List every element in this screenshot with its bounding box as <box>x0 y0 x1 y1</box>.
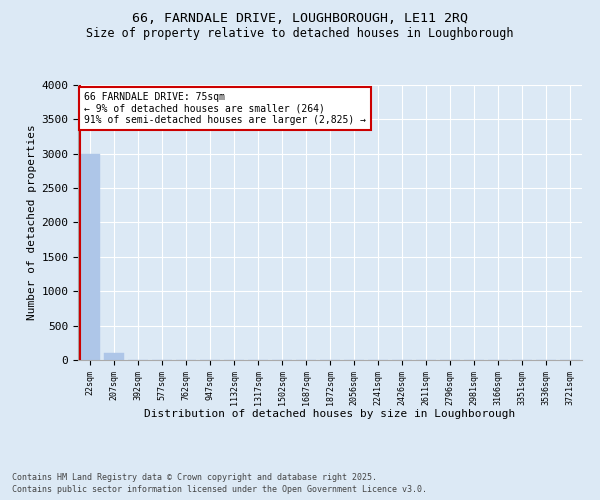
Y-axis label: Number of detached properties: Number of detached properties <box>27 124 37 320</box>
Text: 66 FARNDALE DRIVE: 75sqm
← 9% of detached houses are smaller (264)
91% of semi-d: 66 FARNDALE DRIVE: 75sqm ← 9% of detache… <box>84 92 366 125</box>
Text: Contains HM Land Registry data © Crown copyright and database right 2025.: Contains HM Land Registry data © Crown c… <box>12 472 377 482</box>
X-axis label: Distribution of detached houses by size in Loughborough: Distribution of detached houses by size … <box>145 409 515 419</box>
Text: Contains public sector information licensed under the Open Government Licence v3: Contains public sector information licen… <box>12 485 427 494</box>
Bar <box>80 154 100 360</box>
Text: 66, FARNDALE DRIVE, LOUGHBOROUGH, LE11 2RQ: 66, FARNDALE DRIVE, LOUGHBOROUGH, LE11 2… <box>132 12 468 26</box>
Bar <box>104 353 124 360</box>
Text: Size of property relative to detached houses in Loughborough: Size of property relative to detached ho… <box>86 28 514 40</box>
